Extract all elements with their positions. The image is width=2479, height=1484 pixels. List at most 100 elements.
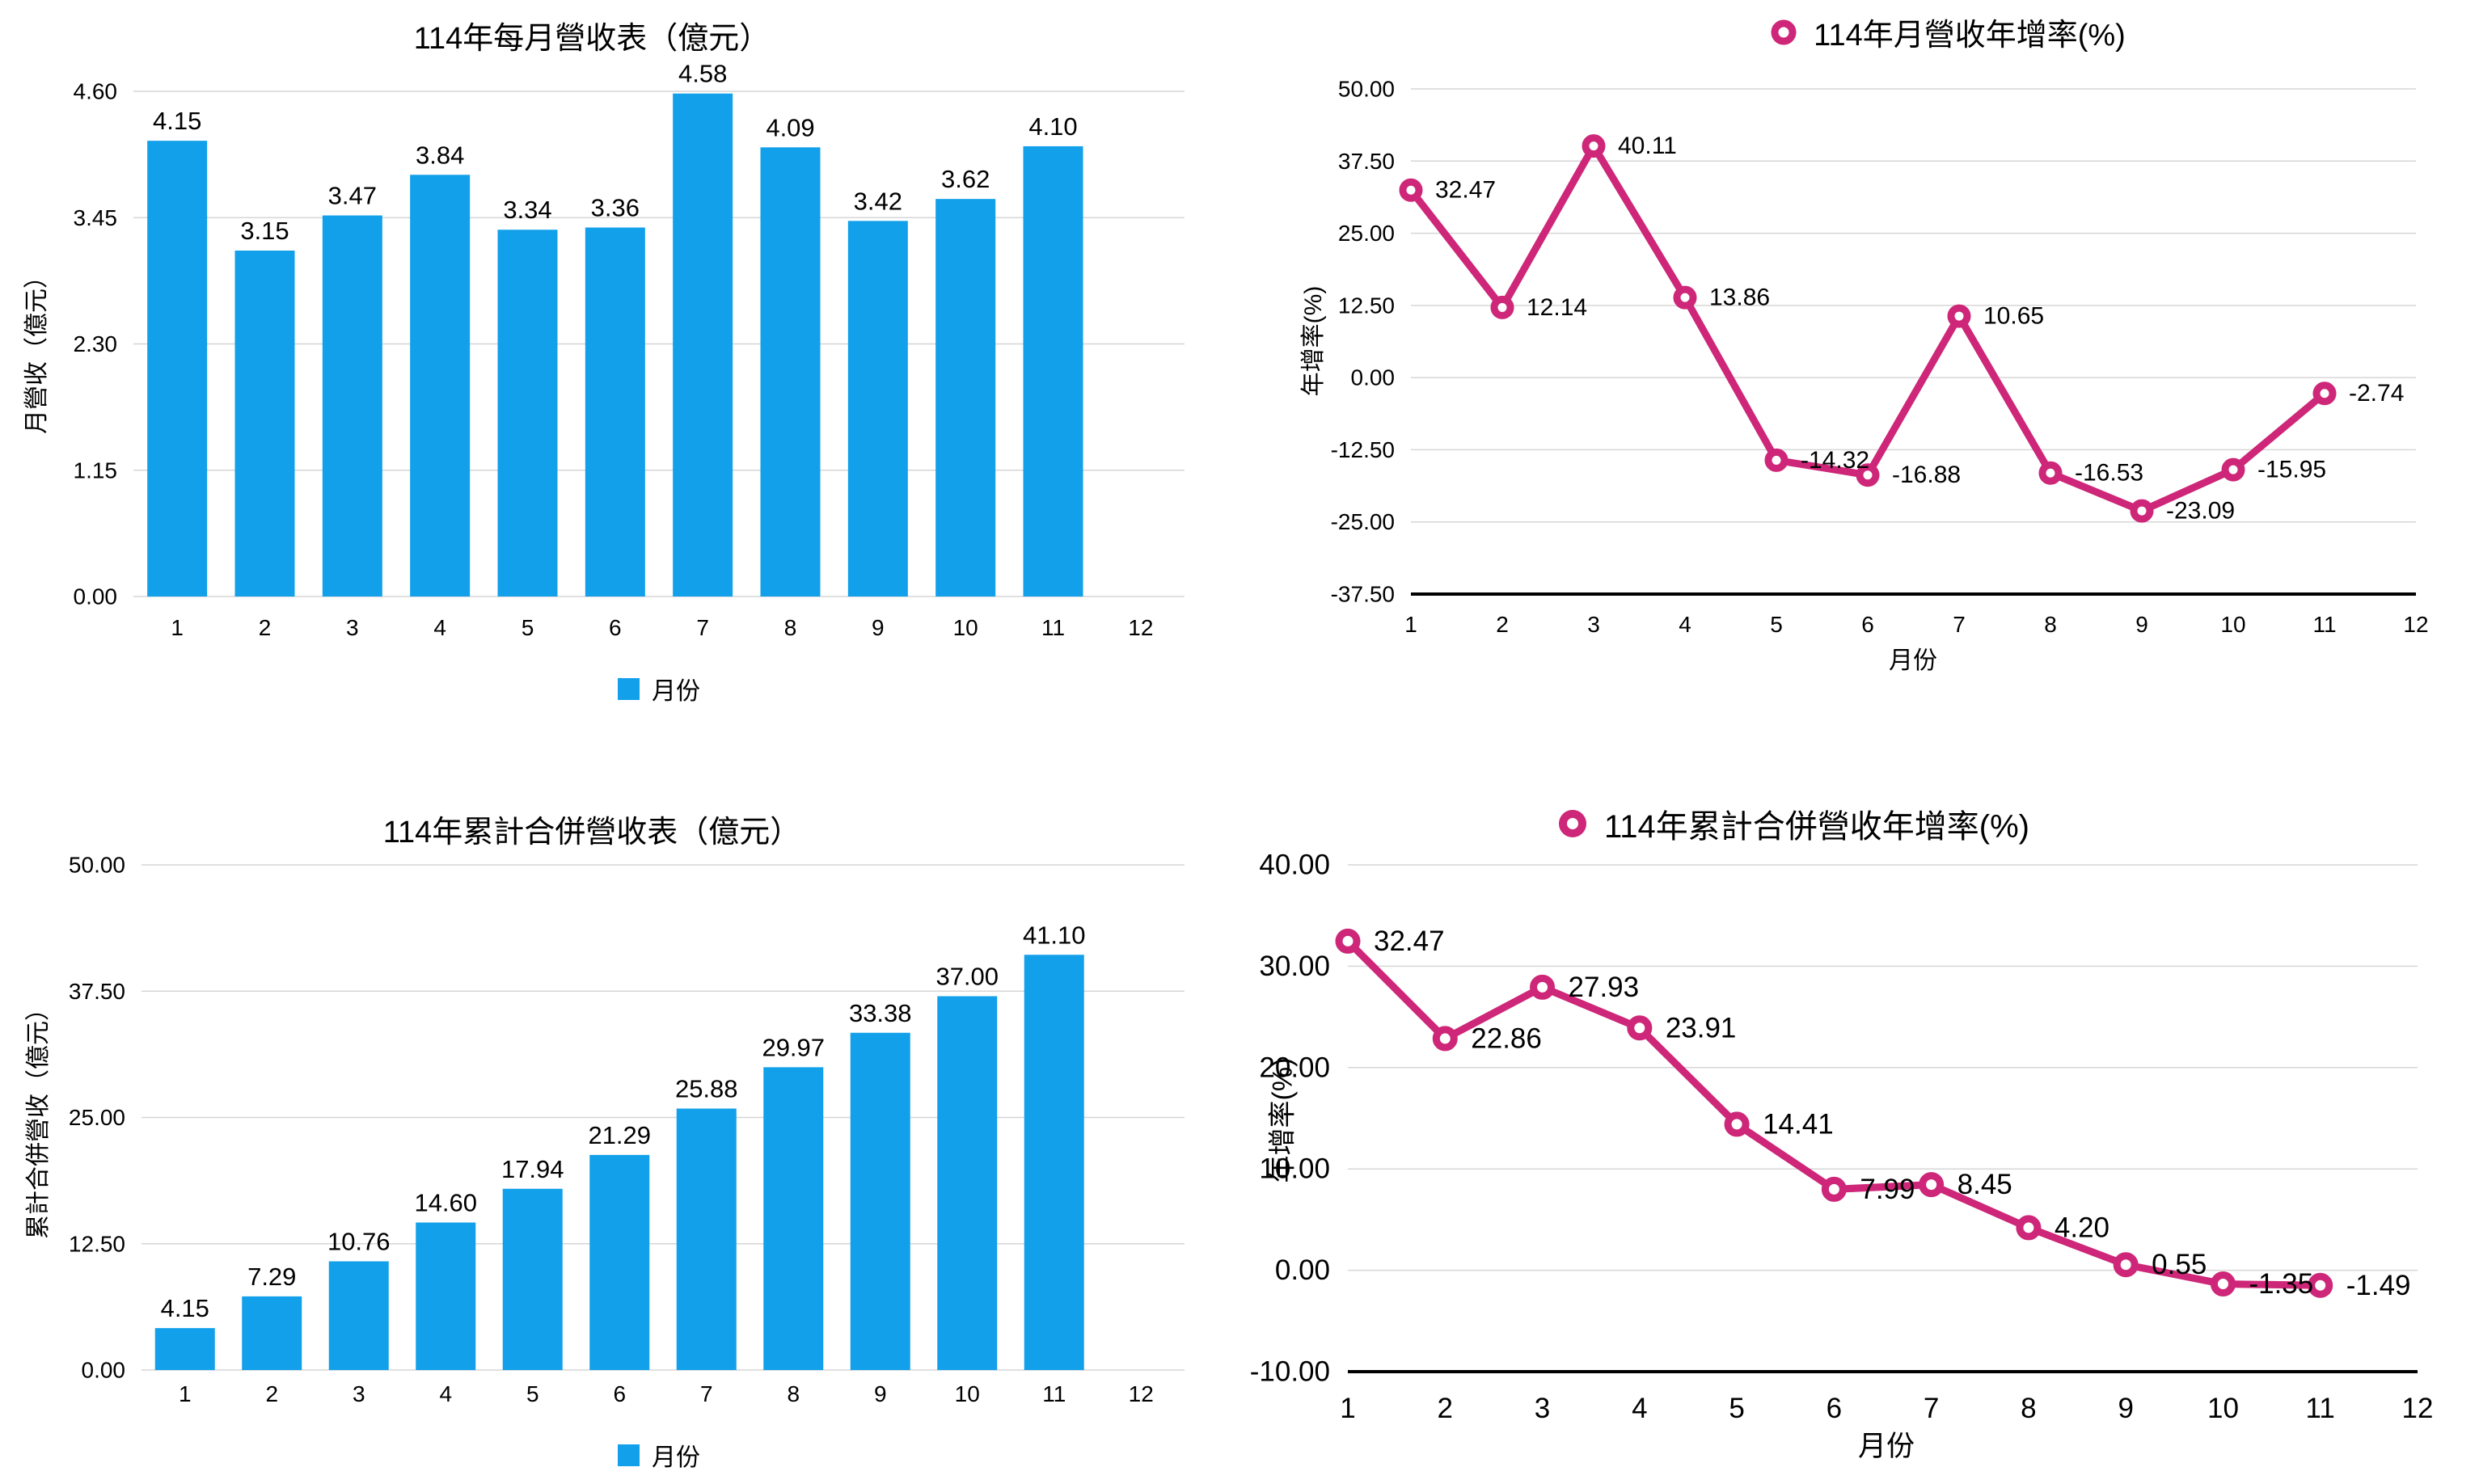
x-tick-label: 4 xyxy=(439,1381,452,1406)
x-tick-label: 3 xyxy=(346,615,359,640)
bar-value-label: 41.10 xyxy=(1023,921,1086,949)
bar xyxy=(234,251,295,597)
y-tick-label: 20.00 xyxy=(1259,1052,1330,1083)
y-tick-label: -12.50 xyxy=(1331,437,1395,462)
y-tick-label: 40.00 xyxy=(1259,850,1330,881)
data-point-marker xyxy=(2221,457,2245,482)
plot-area: 40.00 30.00 20.00 10.00 0.00 -10.00 32.47 22.86… xyxy=(1250,850,2434,1425)
x-tick-label: 3 xyxy=(1587,612,1600,637)
y-tick-label: 2.30 xyxy=(74,331,118,356)
point-value-label: -16.53 xyxy=(2075,460,2143,487)
bar xyxy=(763,1067,824,1370)
x-tick-label: 5 xyxy=(1729,1393,1744,1424)
bar-value-label: 21.29 xyxy=(588,1121,651,1149)
x-tick-label: 12 xyxy=(1129,1381,1154,1406)
bar-value-label: 4.09 xyxy=(766,113,814,141)
y-tick-label: 10.00 xyxy=(1259,1153,1330,1185)
y-tick-label: -37.50 xyxy=(1331,582,1395,607)
y-tick-label: 50.00 xyxy=(1338,77,1395,102)
x-tick-label: 11 xyxy=(2312,612,2336,637)
point-value-label: 27.93 xyxy=(1569,972,1640,1003)
legend-ring-icon xyxy=(1771,19,1797,44)
x-tick-label: 2 xyxy=(259,615,272,640)
legend-label: 114年累計合併營收年增率(%) xyxy=(1604,809,2029,845)
x-axis-title: 月份 xyxy=(1889,647,1937,674)
y-tick-label: 3.45 xyxy=(74,205,118,230)
monthly-revenue-chart: 4.60 3.45 2.30 1.15 0.00 4.15 3.15 3.47 3.84 3.34… xyxy=(0,0,1240,742)
cumulative-revenue-chart: 50.00 37.50 25.00 12.50 0.00 4.15 7.29 10.76 14.… xyxy=(0,742,1240,1484)
data-point-marker xyxy=(2130,499,2154,523)
x-tick-label: 8 xyxy=(2021,1393,2036,1424)
trend-line xyxy=(1344,937,2325,1289)
y-tick-label: 12.50 xyxy=(69,1231,125,1256)
point-value-label: -14.32 xyxy=(1801,447,1869,474)
point-value-label: -1.35 xyxy=(2249,1268,2313,1300)
y-tick-label: 1.15 xyxy=(74,457,118,483)
x-tick-label: 9 xyxy=(874,1381,887,1406)
bar xyxy=(242,1296,302,1370)
point-value-label: -23.09 xyxy=(2166,498,2235,525)
data-point-marker xyxy=(1490,295,1514,319)
point-value-label: 4.20 xyxy=(2055,1212,2109,1243)
data-point-marker xyxy=(2308,1272,2333,1298)
plot-area: 50.00 37.50 25.00 12.50 0.00 -12.50 -25.00 -37.… xyxy=(1331,77,2429,638)
y-tick-label: 0.00 xyxy=(82,1358,126,1383)
x-tick-label: 12 xyxy=(1128,615,1153,640)
data-point-marker xyxy=(1947,304,1971,328)
data-point-marker xyxy=(2210,1271,2236,1297)
bar-value-label: 37.00 xyxy=(935,963,999,991)
bar-value-label: 3.62 xyxy=(941,165,990,193)
y-tick-label: 4.60 xyxy=(74,79,118,104)
x-tick-label: 4 xyxy=(1679,612,1691,637)
bar-value-label: 4.58 xyxy=(678,60,727,88)
data-point-marker xyxy=(2312,382,2337,406)
data-point-marker xyxy=(1919,1172,1945,1198)
bar xyxy=(416,1222,476,1370)
legend-swatch-icon xyxy=(618,1444,640,1466)
legend: 月份 xyxy=(416,1437,902,1473)
bar-value-label: 4.15 xyxy=(161,1294,209,1322)
x-tick-label: 6 xyxy=(609,615,622,640)
monthly-yoy-chart: 50.00 37.50 25.00 12.50 0.00 -12.50 -25.00 -37.… xyxy=(1240,0,2479,742)
x-tick-label: 11 xyxy=(1041,615,1065,640)
bar xyxy=(1024,955,1084,1370)
y-tick-label: 37.50 xyxy=(69,979,125,1004)
x-tick-label: 5 xyxy=(526,1381,539,1406)
x-tick-label: 7 xyxy=(700,1381,713,1406)
data-point-marker xyxy=(1764,448,1789,472)
data-point-marker xyxy=(2113,1252,2139,1278)
bar xyxy=(585,227,645,597)
x-tick-label: 4 xyxy=(1632,1393,1647,1424)
point-value-label: 32.47 xyxy=(1435,177,1496,204)
bar-value-label: 7.29 xyxy=(247,1263,296,1291)
y-tick-label: 0.00 xyxy=(74,584,118,609)
bar-value-label: 29.97 xyxy=(762,1033,825,1061)
point-value-label: 8.45 xyxy=(1957,1169,2012,1200)
x-tick-label: 10 xyxy=(953,615,978,640)
data-point-marker xyxy=(1856,463,1880,487)
x-tick-label: 7 xyxy=(696,615,709,640)
x-tick-label: 6 xyxy=(613,1381,626,1406)
x-axis-title: 月份 xyxy=(1857,1431,1915,1462)
bar xyxy=(502,1188,563,1370)
y-axis-title: 月營收（億元） xyxy=(23,264,50,434)
legend-swatch-icon xyxy=(618,677,640,700)
data-point-marker xyxy=(2038,461,2063,485)
data-point-marker xyxy=(1432,1026,1458,1052)
data-point-marker xyxy=(1582,134,1606,158)
legend: 月份 xyxy=(416,671,902,706)
cumulative-yoy-chart: 40.00 30.00 20.00 10.00 0.00 -10.00 32.47 22.86… xyxy=(1240,742,2479,1484)
x-tick-label: 12 xyxy=(2403,612,2428,637)
point-value-label: 12.14 xyxy=(1527,294,1587,321)
point-value-label: 14.41 xyxy=(1763,1108,1834,1140)
legend: 114年月營收年增率(%) xyxy=(1543,10,2351,54)
legend-ring-icon xyxy=(1559,810,1586,837)
bar-value-label: 3.47 xyxy=(328,182,377,210)
data-point-marker xyxy=(1724,1111,1750,1137)
x-tick-label: 12 xyxy=(2402,1393,2434,1424)
x-tick-label: 4 xyxy=(433,615,446,640)
x-tick-label: 1 xyxy=(171,615,184,640)
bar-value-label: 3.42 xyxy=(854,187,902,215)
legend-label: 月份 xyxy=(652,1444,700,1471)
bar xyxy=(154,1328,215,1370)
